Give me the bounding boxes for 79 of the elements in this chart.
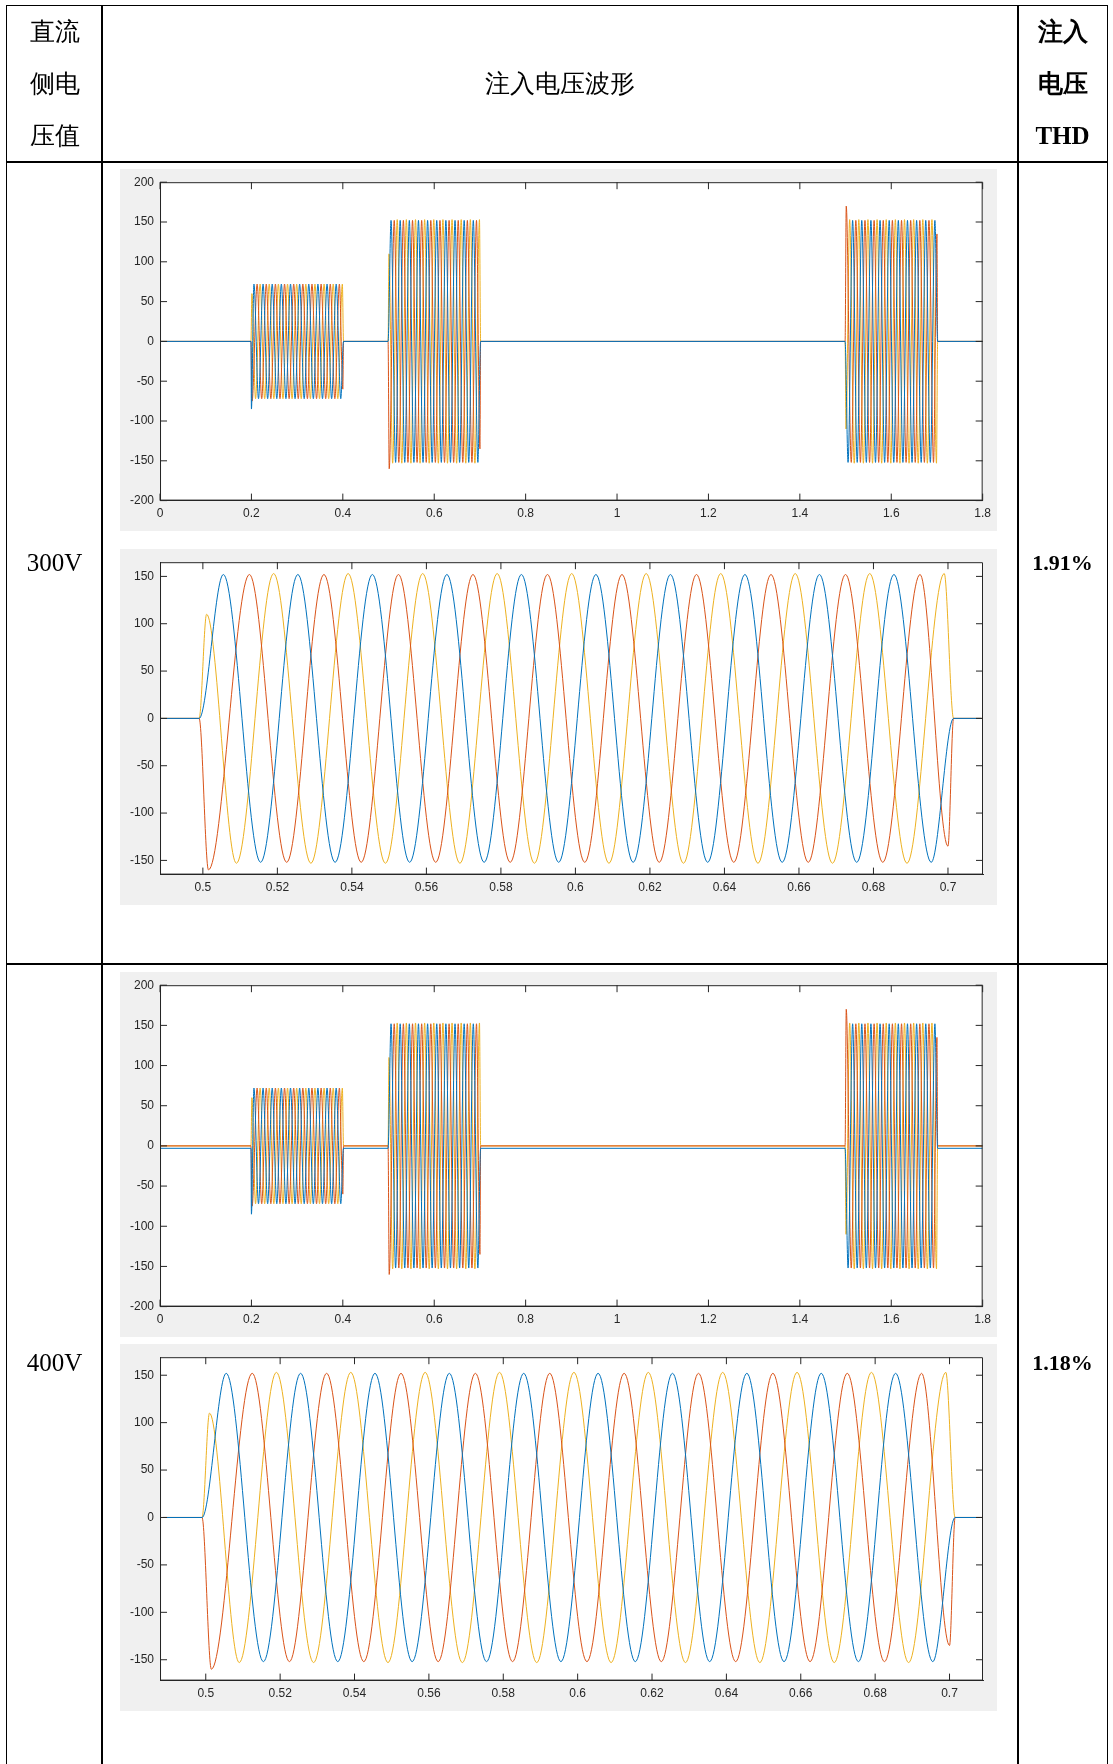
y-tick-label: -150 — [129, 1258, 155, 1273]
x-tick-label: 0.66 — [789, 1686, 813, 1701]
x-tick-label: 1 — [613, 506, 621, 521]
y-tick-label: 150 — [133, 214, 155, 229]
y-tick-label: -150 — [129, 852, 155, 867]
y-tick-label: -100 — [129, 413, 155, 428]
x-tick-label: 1 — [613, 1312, 621, 1327]
text: 注入电压THD — [1034, 17, 1091, 151]
y-tick-label: 100 — [133, 1414, 155, 1429]
x-tick-label: 1.8 — [974, 1312, 992, 1327]
y-tick-label: 0 — [147, 1509, 155, 1524]
x-tick-label: 0.64 — [712, 880, 737, 895]
x-tick-label: 0.4 — [334, 506, 352, 521]
x-tick-label: 0.56 — [414, 880, 439, 895]
y-tick-label: -200 — [129, 492, 155, 507]
x-tick-label: 0.62 — [640, 1686, 665, 1701]
x-tick-label: 1.4 — [791, 506, 809, 521]
x-tick-label: 1.4 — [791, 1312, 809, 1327]
x-tick-label: 0.5 — [197, 1686, 215, 1701]
x-tick-label: 0.5 — [194, 880, 212, 895]
x-tick-label: 0.8 — [517, 506, 535, 521]
y-tick-label: -100 — [129, 1604, 155, 1619]
x-tick-label: 0.54 — [340, 880, 364, 895]
x-tick-label: 0.56 — [417, 1686, 441, 1701]
x-tick-label: 0.2 — [243, 1312, 261, 1327]
x-tick-label: 1.6 — [882, 506, 900, 521]
x-tick-label: 1.6 — [882, 1312, 900, 1327]
y-tick-label: 150 — [133, 568, 155, 583]
x-tick-label: 0.6 — [567, 880, 585, 895]
x-tick-label: 0.58 — [491, 1686, 516, 1701]
x-tick-label: 0.6 — [425, 1312, 443, 1327]
x-tick-label: 1.8 — [974, 506, 992, 521]
x-tick-label: 0.68 — [863, 1686, 888, 1701]
x-tick-label: 0.58 — [489, 880, 513, 895]
x-tick-label: 0.6 — [569, 1686, 587, 1701]
y-tick-label: -50 — [136, 758, 155, 773]
y-tick-label: -200 — [129, 1298, 155, 1313]
y-tick-label: 50 — [140, 1462, 155, 1477]
x-tick-label: 0.66 — [787, 880, 811, 895]
x-tick-label: 0.64 — [714, 1686, 739, 1701]
x-tick-label: 0.2 — [243, 506, 261, 521]
y-tick-label: -100 — [129, 1218, 155, 1233]
x-tick-label: 0.68 — [861, 880, 886, 895]
text: 1.18% — [1032, 1349, 1093, 1377]
y-tick-label: 0 — [147, 710, 155, 725]
x-tick-label: 0.6 — [425, 506, 443, 521]
y-tick-label: -100 — [129, 805, 155, 820]
x-tick-label: 0.7 — [939, 880, 957, 895]
y-tick-label: -50 — [136, 1178, 155, 1193]
y-tick-label: 200 — [133, 977, 155, 992]
x-tick-label: 0.54 — [342, 1686, 367, 1701]
y-tick-label: -150 — [129, 1652, 155, 1667]
x-tick-label: 0.7 — [941, 1686, 959, 1701]
x-tick-label: 0.52 — [268, 1686, 293, 1701]
y-tick-label: 0 — [147, 333, 155, 348]
y-tick-label: 0 — [147, 1138, 155, 1153]
y-tick-label: 150 — [133, 1017, 155, 1032]
y-tick-label: 100 — [133, 616, 155, 631]
y-tick-label: -150 — [129, 453, 155, 468]
y-tick-label: 100 — [133, 1057, 155, 1072]
y-tick-label: 200 — [133, 174, 155, 189]
y-tick-label: -50 — [136, 373, 155, 388]
x-tick-label: 1.2 — [700, 1312, 718, 1327]
y-tick-label: 150 — [133, 1367, 155, 1382]
y-tick-label: 50 — [140, 663, 155, 678]
y-tick-label: 50 — [140, 293, 155, 308]
x-tick-label: 0.4 — [334, 1312, 352, 1327]
y-tick-label: 50 — [140, 1098, 155, 1113]
text: 400V — [26, 1348, 83, 1378]
x-tick-label: 0.62 — [638, 880, 662, 895]
y-tick-label: 100 — [133, 254, 155, 269]
y-tick-label: -50 — [136, 1557, 155, 1572]
x-tick-label: 0.52 — [265, 880, 290, 895]
text: 注入电压波形 — [485, 69, 635, 99]
x-tick-label: 0.8 — [517, 1312, 535, 1327]
text: 1.91% — [1032, 549, 1093, 577]
x-tick-label: 1.2 — [700, 506, 718, 521]
text: 直流侧电压值 — [28, 17, 81, 151]
text: 300V — [26, 548, 83, 578]
